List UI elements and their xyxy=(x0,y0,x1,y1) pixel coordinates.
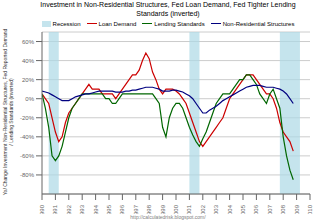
svg-text:1999: 1999 xyxy=(160,204,166,214)
svg-text:2001: 2001 xyxy=(186,204,192,214)
svg-text:2010: 2010 xyxy=(307,204,312,214)
svg-text:1993: 1993 xyxy=(79,204,85,214)
svg-text:2008: 2008 xyxy=(280,204,286,214)
html-text:Recession: Recession xyxy=(52,20,81,27)
svg-text:2003: 2003 xyxy=(213,204,219,214)
svg-text:40%: 40% xyxy=(22,58,35,64)
svg-text:2005: 2005 xyxy=(240,204,246,214)
svg-text:-40%: -40% xyxy=(20,134,35,140)
svg-text:1992: 1992 xyxy=(66,204,72,214)
svg-text:1996: 1996 xyxy=(119,204,125,214)
svg-text:60%: 60% xyxy=(22,39,35,45)
svg-text:2002: 2002 xyxy=(200,204,206,214)
svg-text:-80%: -80% xyxy=(20,172,35,178)
svg-text:2004: 2004 xyxy=(227,204,233,214)
svg-text:2000: 2000 xyxy=(173,204,179,214)
html-text:Non-Residential Structures: Non-Residential Structures xyxy=(222,20,295,27)
svg-text:-60%: -60% xyxy=(20,153,35,159)
svg-text:2007: 2007 xyxy=(267,204,273,214)
svg-text:Yo/ Change Investment Non-Resi: Yo/ Change Investment Non-Residential St… xyxy=(8,28,14,195)
html-text:Loan Demand: Loan Demand xyxy=(98,20,137,27)
html-text:Lending Standards: Lending Standards xyxy=(154,20,205,27)
svg-text:1995: 1995 xyxy=(106,204,112,214)
svg-text:1994: 1994 xyxy=(93,204,99,214)
svg-text:1997: 1997 xyxy=(133,204,139,214)
svg-text:2006: 2006 xyxy=(253,204,259,214)
svg-text:1990: 1990 xyxy=(39,204,45,214)
svg-text:2009: 2009 xyxy=(294,204,300,214)
html-text:Investment in Non-Residential: Investment in Non-Residential Structures… xyxy=(40,1,296,17)
svg-text:-20%: -20% xyxy=(20,115,35,121)
svg-text:1991: 1991 xyxy=(52,204,58,214)
svg-text:20%: 20% xyxy=(22,77,35,83)
html-text:http://calculatedrisk.blogspot: http://calculatedrisk.blogspot.com/ xyxy=(130,214,206,220)
svg-text:1998: 1998 xyxy=(146,204,152,214)
svg-text:0%: 0% xyxy=(25,96,34,102)
